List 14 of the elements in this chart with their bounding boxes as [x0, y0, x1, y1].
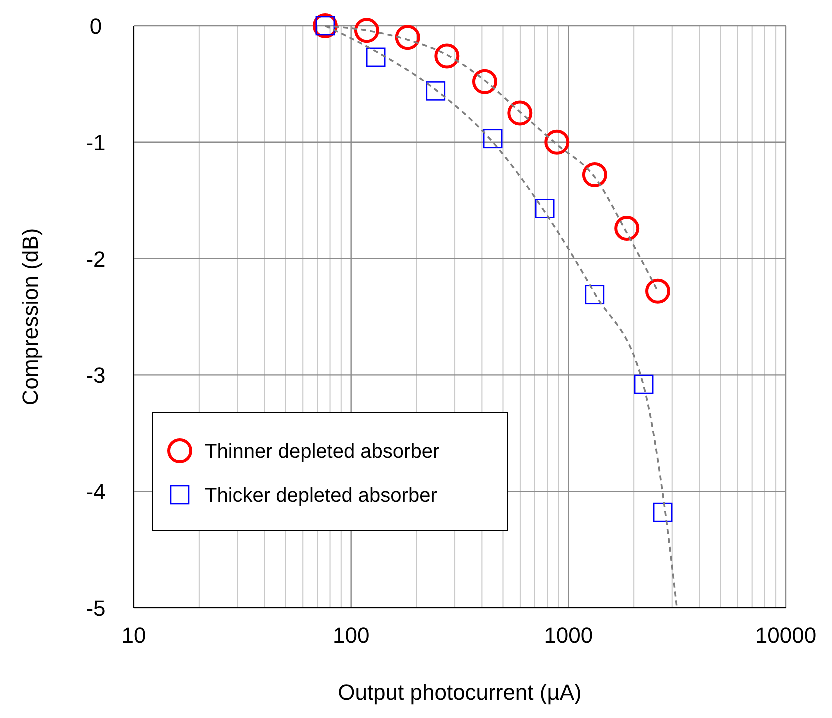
y-tick-label: -1	[86, 130, 106, 156]
x-axis-title: Output photocurrent (µA)	[338, 680, 582, 705]
legend-label: Thinner depleted absorber	[205, 441, 440, 463]
x-tick-label: 10000	[755, 623, 817, 648]
x-tick-label: 1000	[544, 623, 594, 648]
x-tick-label: 10	[122, 623, 146, 648]
y-tick-label: 0	[90, 14, 102, 39]
y-tick-label: -2	[86, 246, 106, 272]
y-tick-label: -5	[86, 596, 106, 621]
y-axis-title: Compression (dB)	[18, 228, 43, 406]
legend-label: Thicker depleted absorber	[205, 485, 438, 507]
x-tick-label: 100	[332, 623, 370, 648]
y-tick-label: -3	[86, 363, 106, 388]
y-tick-label: -4	[86, 480, 106, 505]
